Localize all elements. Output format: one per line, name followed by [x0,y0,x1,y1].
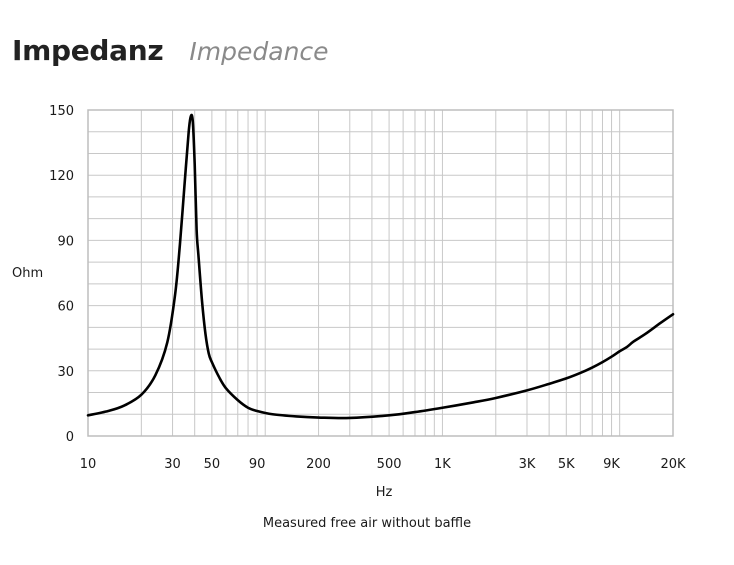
impedance-curve [86,113,675,420]
x-tick-label: 200 [306,457,331,472]
axis-ticks: 10 30 50 90 200 500 1K 3K 5K 9K 20K 0 30 60 90 120 150 [49,104,686,472]
y-tick-label: 30 [57,365,74,380]
y-tick-label: 0 [66,430,74,445]
x-tick-label: 30 [164,457,181,472]
chart-title-main: Impedanz [12,34,164,67]
plot-border [87,109,674,437]
x-tick-label: 90 [249,457,266,472]
y-tick-label: 60 [57,300,74,315]
x-tick-label: 50 [204,457,221,472]
chart-caption: Measured free air without baffle [262,516,472,531]
y-axis-label: Ohm [12,266,43,281]
y-tick-label: 150 [49,104,74,119]
chart-grid [88,110,673,436]
x-axis-label: Hz [376,485,393,500]
x-tick-label: 10 [80,457,97,472]
x-tick-label: 1K [434,457,451,472]
x-tick-label: 20K [660,457,686,472]
y-tick-label: 90 [57,234,74,249]
x-tick-label: 3K [519,457,536,472]
chart-title: Impedanz Impedance [12,34,329,67]
chart-title-subtitle: Impedance [189,37,329,66]
x-tick-label: 5K [558,457,575,472]
y-tick-label: 120 [49,169,74,184]
x-tick-label: 500 [377,457,402,472]
x-tick-label: 9K [603,457,620,472]
